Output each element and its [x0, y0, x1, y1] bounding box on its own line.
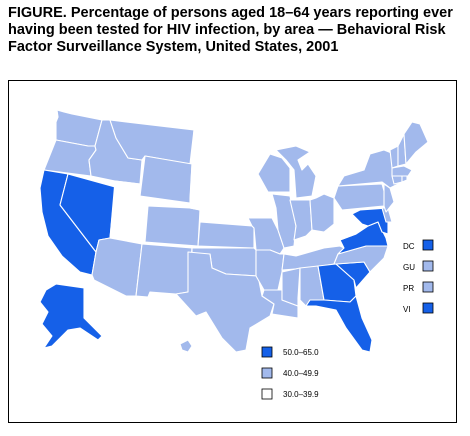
state-pa[interactable] — [333, 183, 387, 211]
state-fl[interactable] — [305, 295, 373, 353]
state-nj[interactable] — [383, 183, 395, 213]
territory-item: PR — [403, 281, 434, 293]
legend-label: 50.0–65.0 — [283, 348, 319, 357]
state-la[interactable] — [261, 289, 299, 319]
territory-item: DC — [403, 239, 434, 251]
state-oh[interactable] — [309, 193, 335, 233]
legend-swatch — [261, 388, 273, 400]
state-va[interactable] — [337, 221, 389, 255]
legend-swatch — [261, 346, 273, 358]
territory-item: VI — [403, 302, 434, 314]
state-md[interactable] — [351, 207, 389, 235]
state-az[interactable] — [91, 237, 143, 297]
legend-swatch — [261, 367, 273, 379]
legend-item: 40.0–49.9 — [261, 367, 319, 379]
figure-title: FIGURE. Percentage of persons aged 18–64… — [8, 5, 453, 55]
state-nd[interactable] — [191, 129, 237, 167]
legend-label: 30.0–39.9 — [283, 390, 319, 399]
state-sd[interactable] — [189, 163, 241, 203]
state-ks[interactable] — [197, 221, 255, 249]
territory-label: GU — [403, 263, 415, 272]
state-wi[interactable] — [257, 149, 291, 193]
territory-swatch — [422, 302, 434, 314]
state-ma[interactable] — [391, 165, 413, 177]
state-wy[interactable] — [139, 155, 193, 204]
state-ar[interactable] — [255, 249, 285, 291]
state-vt[interactable] — [389, 145, 399, 169]
legend-item: 30.0–39.9 — [261, 388, 319, 400]
territory-legend: DC GU PR VI — [403, 239, 434, 314]
territory-label: DC — [403, 242, 415, 251]
legend-label: 40.0–49.9 — [283, 369, 319, 378]
territory-swatch — [422, 281, 434, 293]
state-mi[interactable] — [275, 145, 317, 199]
state-ny[interactable] — [337, 149, 399, 189]
state-me[interactable] — [403, 121, 429, 165]
territory-label: VI — [403, 305, 411, 314]
range-legend: 50.0–65.0 40.0–49.9 30.0–39.9 — [261, 346, 319, 400]
legend-item: 50.0–65.0 — [261, 346, 319, 358]
map-frame — [8, 80, 457, 423]
state-nm[interactable] — [135, 243, 193, 298]
state-ak[interactable] — [39, 283, 103, 349]
territory-label: PR — [403, 284, 414, 293]
state-wa[interactable] — [55, 109, 103, 147]
state-co[interactable] — [144, 205, 201, 247]
state-hi[interactable] — [179, 339, 193, 353]
state-ms[interactable] — [281, 267, 301, 307]
territory-swatch — [422, 239, 434, 251]
territory-swatch — [422, 260, 434, 272]
state-tx[interactable] — [175, 251, 275, 353]
territory-item: GU — [403, 260, 434, 272]
